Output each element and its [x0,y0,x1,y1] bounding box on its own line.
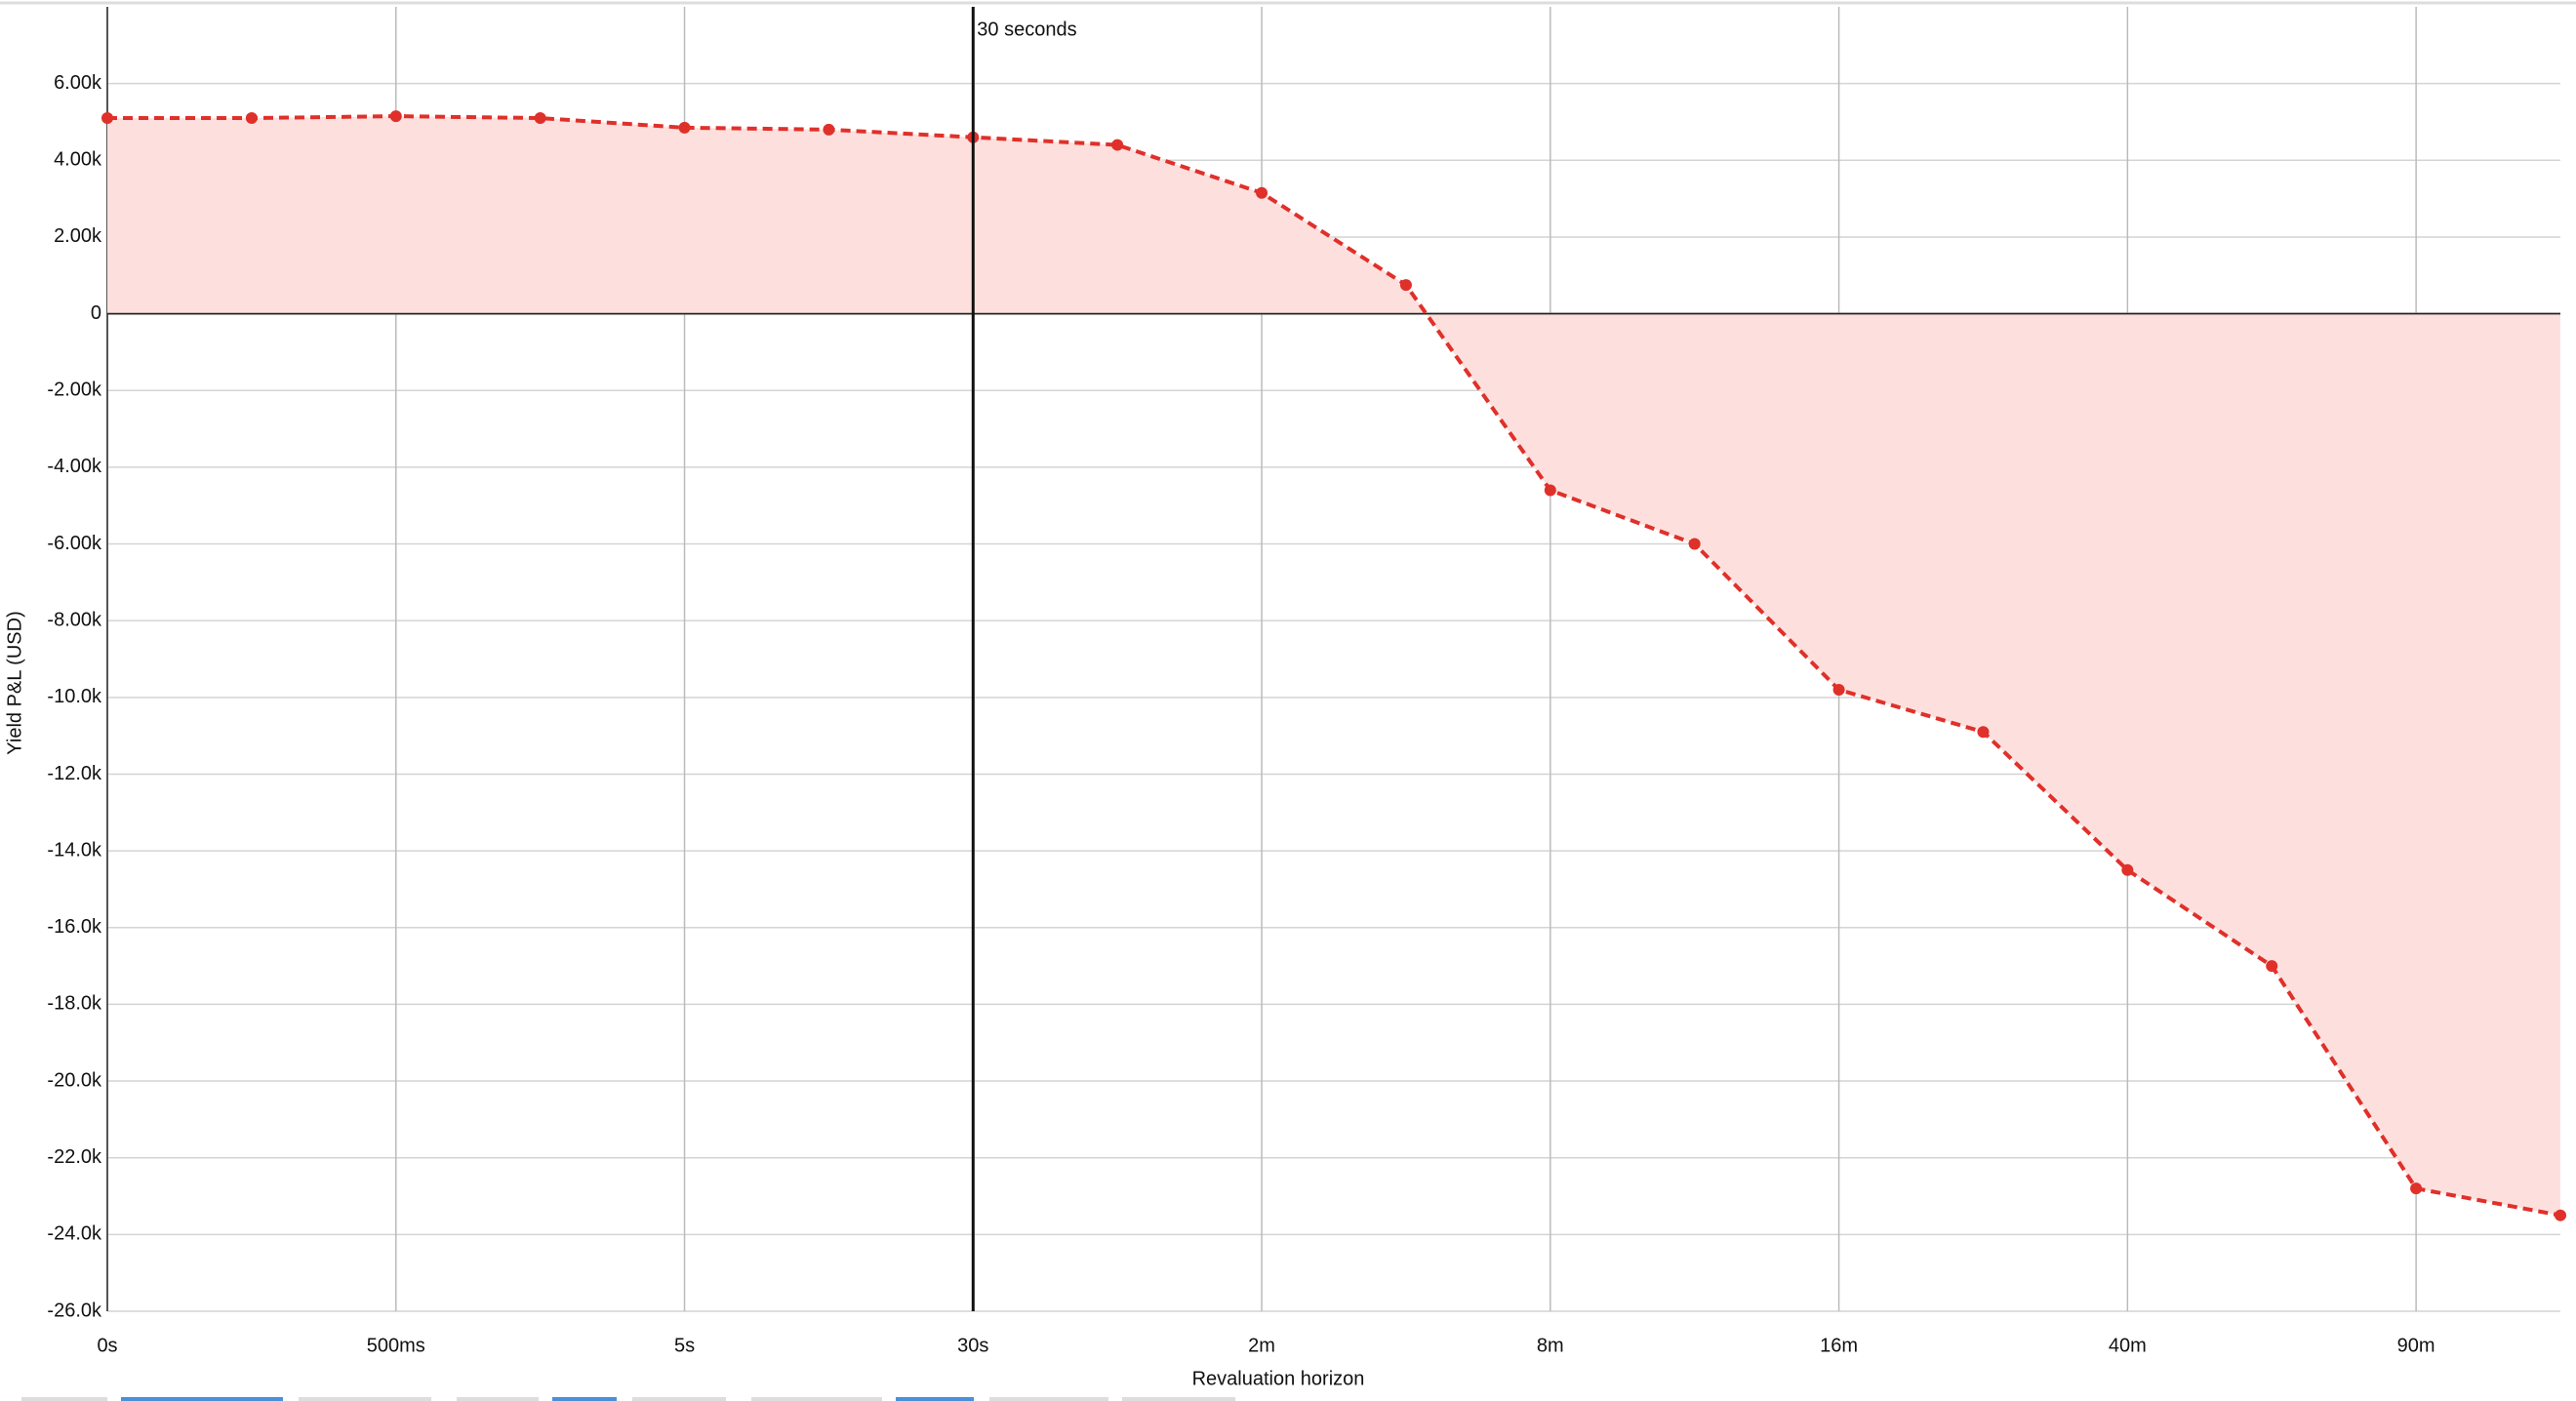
point [1399,279,1412,292]
y-tick-label: 2.00k [54,225,102,247]
y-tick-label: -22.0k [47,1146,102,1168]
point [2410,1182,2423,1195]
x-tick-label: 40m [2109,1335,2147,1356]
point [2121,863,2134,876]
x-tick-label: 8m [1537,1335,1564,1356]
y-tick-label: -12.0k [47,763,102,784]
point [2555,1209,2566,1221]
y-tick-label: -26.0k [47,1300,102,1321]
y-axis-label: Yield P&L (USD) [4,611,25,754]
point [389,110,402,123]
y-tick-label: -6.00k [47,533,102,554]
x-tick-label: 0s [97,1335,117,1356]
point [1832,683,1845,696]
y-tick-label: -2.00k [47,380,102,401]
x-tick-label: 30s [957,1335,988,1356]
y-tick-label: -10.0k [47,686,102,707]
point [2266,960,2278,973]
x-tick-label: 90m [2397,1335,2435,1356]
point [1977,726,1990,739]
y-tick-label: -14.0k [47,839,102,861]
point [245,112,258,125]
point [1688,538,1701,550]
y-tick-label: 4.00k [54,149,102,171]
y-tick-label: -4.00k [47,456,102,477]
point [678,121,691,134]
x-tick-label: 500ms [367,1335,425,1356]
y-tick-label: 6.00k [54,72,102,94]
y-tick-label: -18.0k [47,993,102,1015]
annotation-text: 30 seconds [977,19,1076,40]
point [823,123,835,136]
area [107,116,2560,1216]
x-tick-label: 16m [1820,1335,1858,1356]
y-tick-label: -8.00k [47,609,102,630]
y-tick-label: -16.0k [47,916,102,938]
line [107,114,2561,1218]
y-tick-label: -24.0k [47,1223,102,1245]
x-tick-label: 5s [674,1335,695,1356]
bottom-tabs [21,1397,1235,1401]
point [1256,186,1268,199]
point [1111,139,1124,151]
point [101,112,113,125]
y-tick-label: 0 [91,302,101,324]
x-tick-label: 2m [1248,1335,1275,1356]
x-axis-label: Revaluation horizon [1192,1368,1365,1389]
y-tick-label: -20.0k [47,1069,102,1091]
point [1544,484,1556,497]
point [534,112,546,125]
